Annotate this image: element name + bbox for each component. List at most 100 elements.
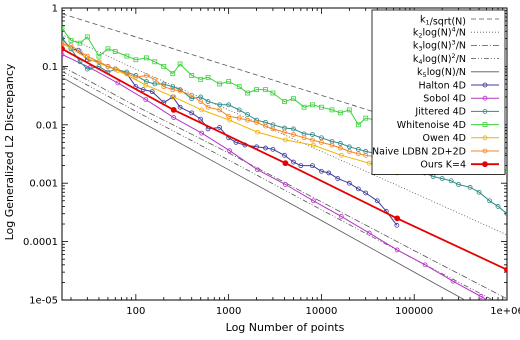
data-point-jittered-4d	[198, 94, 204, 100]
data-point-halton-4d	[394, 222, 400, 228]
y-tick-label: 0.001	[29, 179, 58, 190]
data-point-naive-ldbn-2d-2d	[270, 126, 276, 132]
data-point-sobol-4d	[62, 52, 65, 57]
data-point-naive-ldbn-2d-2d	[236, 115, 242, 121]
data-point-halton-4d	[217, 125, 223, 130]
series-line-naive-ldbn-2d-2d	[62, 43, 397, 163]
data-point-owen-4d	[171, 94, 177, 100]
data-point-whitenoise-4d	[263, 87, 268, 93]
data-point-naive-ldbn-2d-2d	[282, 129, 287, 135]
data-point-naive-ldbn-2d-2d	[144, 73, 149, 78]
data-point-jittered-4d	[245, 112, 250, 117]
data-point-sobol-4d	[310, 198, 316, 204]
data-point-jittered-4d	[77, 59, 83, 65]
data-point-whitenoise-4d	[105, 46, 111, 52]
data-point-halton-4d	[346, 180, 352, 186]
data-point-sobol-4d	[143, 97, 149, 103]
data-point-sobol-4d	[338, 214, 344, 219]
data-point-owen-4d	[199, 107, 205, 113]
data-point-whitenoise-4d	[217, 81, 223, 87]
data-point-naive-ldbn-2d-2d	[217, 107, 223, 113]
series-ours-k-4	[62, 45, 507, 273]
data-point-naive-ldbn-2d-2d	[310, 137, 315, 143]
legend-label-jittered-4d: Jittered 4D	[414, 107, 466, 118]
data-point-whitenoise-4d	[124, 53, 130, 59]
data-point-whitenoise-4d	[301, 104, 307, 110]
data-point-jittered-4d	[456, 182, 461, 187]
data-point-naive-ldbn-2d-2d	[198, 99, 204, 104]
legend-label-k5log-n-n: k5log(N)/N	[417, 67, 466, 79]
data-point-halton-4d	[177, 104, 183, 110]
data-point-naive-ldbn-2d-2d	[254, 119, 259, 125]
legend-marker-whitenoise-4d	[482, 122, 488, 127]
data-point-ours-k-4	[282, 160, 289, 167]
data-point-whitenoise-4d	[177, 61, 183, 67]
data-point-halton-4d	[140, 87, 146, 93]
data-point-naive-ldbn-2d-2d	[319, 139, 324, 145]
data-point-naive-ldbn-2d-2d	[291, 132, 296, 137]
data-point-naive-ldbn-2d-2d	[161, 84, 167, 90]
data-point-halton-4d	[149, 89, 155, 95]
data-point-naive-ldbn-2d-2d	[177, 88, 183, 94]
data-point-whitenoise-4d	[245, 90, 250, 96]
y-tick-label: 1e-05	[29, 296, 58, 307]
legend-label-k1-sqrt-n: k1/sqrt(N)	[420, 14, 466, 27]
series-halton-4d	[62, 36, 400, 228]
data-point-jittered-4d	[448, 178, 454, 184]
data-point-naive-ldbn-2d-2d	[133, 74, 139, 80]
data-point-naive-ldbn-2d-2d	[105, 64, 111, 69]
data-point-halton-4d	[198, 116, 204, 122]
data-point-whitenoise-4d	[226, 79, 232, 84]
data-point-halton-4d	[298, 163, 304, 169]
data-point-sobol-4d	[366, 230, 372, 236]
data-point-owen-4d	[310, 142, 316, 148]
data-point-sobol-4d	[478, 294, 484, 299]
data-point-jittered-4d	[467, 184, 473, 190]
data-point-jittered-4d	[226, 102, 232, 108]
axes: 100 1000 10000 100000 1e+06 1 0.1 0.01 0.001 0.00…	[23, 4, 520, 318]
x-tick-label: 1000	[216, 306, 241, 317]
data-point-whitenoise-4d	[205, 74, 211, 80]
data-point-naive-ldbn-2d-2d	[152, 76, 158, 82]
data-point-sobol-4d	[394, 247, 400, 253]
data-point-whitenoise-4d	[236, 84, 242, 90]
data-point-whitenoise-4d	[68, 37, 74, 43]
data-point-jittered-4d	[291, 126, 296, 132]
data-point-whitenoise-4d	[363, 115, 369, 121]
data-point-whitenoise-4d	[198, 76, 204, 82]
data-point-jittered-4d	[189, 96, 195, 102]
x-axis-label: Log Number of points	[226, 321, 345, 334]
data-point-halton-4d	[291, 159, 296, 165]
data-point-sobol-4d	[171, 115, 177, 120]
series-sobol-4d	[62, 52, 489, 300]
data-point-jittered-4d	[504, 211, 507, 217]
data-point-halton-4d	[189, 110, 195, 116]
data-point-jittered-4d	[487, 198, 493, 204]
x-tick-label: 1e+06	[490, 306, 520, 317]
series-k3log-n-3-n	[62, 66, 507, 300]
data-point-naive-ldbn-2d-2d	[329, 142, 335, 148]
series-line-k5log-n-n	[62, 76, 466, 300]
data-point-naive-ldbn-2d-2d	[337, 145, 343, 151]
data-point-halton-4d	[355, 186, 361, 192]
data-point-whitenoise-4d	[62, 25, 65, 31]
data-point-halton-4d	[282, 152, 287, 158]
data-point-whitenoise-4d	[337, 110, 343, 116]
data-point-jittered-4d	[495, 204, 501, 209]
data-point-sobol-4d	[450, 278, 456, 284]
data-point-jittered-4d	[217, 102, 223, 108]
data-point-naive-ldbn-2d-2d	[124, 71, 130, 77]
data-point-jittered-4d	[84, 66, 90, 72]
legend-label-k2log-n-4-n: k2log(N)4/N	[413, 26, 466, 40]
data-point-jittered-4d	[476, 189, 482, 195]
data-point-whitenoise-4d	[282, 99, 287, 104]
legend-label-whitenoise-4d: Whitenoise 4D	[397, 120, 466, 131]
data-point-jittered-4d	[68, 46, 74, 52]
data-point-naive-ldbn-2d-2d	[68, 42, 74, 48]
data-point-whitenoise-4d	[270, 90, 276, 96]
data-point-halton-4d	[335, 176, 341, 181]
legend-marker-sobol-4d	[482, 95, 488, 101]
legend-marker-jittered-4d	[482, 109, 488, 114]
data-point-sobol-4d	[115, 80, 121, 86]
data-point-ours-k-4	[504, 266, 507, 273]
